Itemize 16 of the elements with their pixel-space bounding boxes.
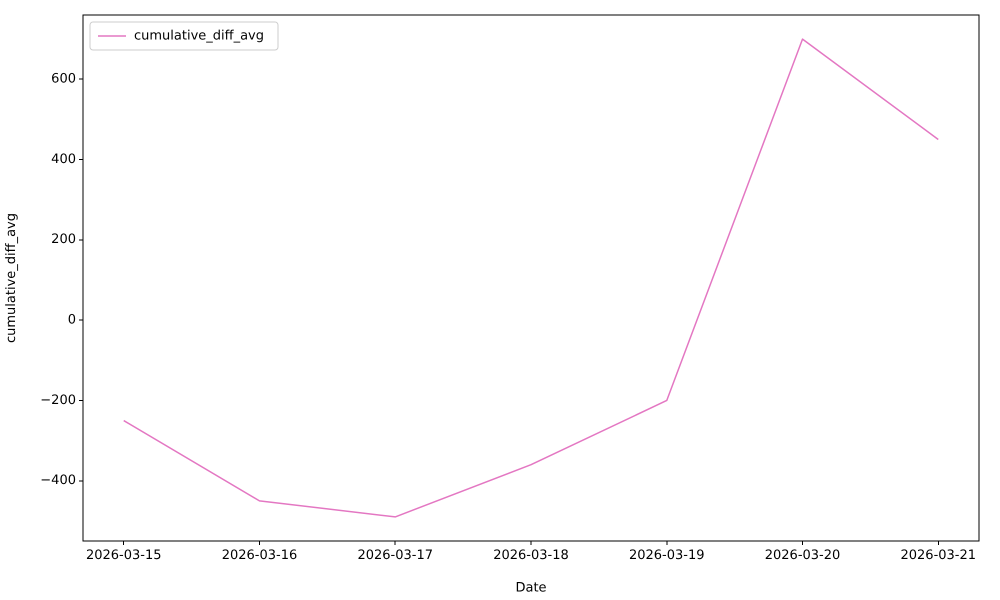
y-tick-label: 0	[68, 312, 76, 328]
x-axis-title: Date	[515, 580, 547, 596]
x-tick-label: 2026-03-20	[764, 548, 840, 564]
y-axis-title: cumulative_diff_avg	[4, 213, 20, 343]
y-tick-label: 600	[51, 72, 76, 87]
x-tick-label: 2026-03-15	[86, 548, 162, 564]
x-tick-label: 2026-03-19	[628, 548, 705, 564]
legend-label: cumulative_diff_avg	[134, 28, 264, 44]
y-tick-label: −400	[40, 473, 76, 488]
x-tick-label: 2026-03-16	[222, 548, 298, 564]
x-tick-label: 2026-03-18	[493, 548, 569, 564]
y-tick-label: 200	[51, 232, 76, 248]
x-tick-label: 2026-03-17	[357, 548, 434, 564]
x-tick-label: 2026-03-21	[900, 548, 976, 564]
y-tick-label: −200	[40, 392, 76, 408]
y-tick-label: 400	[51, 152, 76, 167]
